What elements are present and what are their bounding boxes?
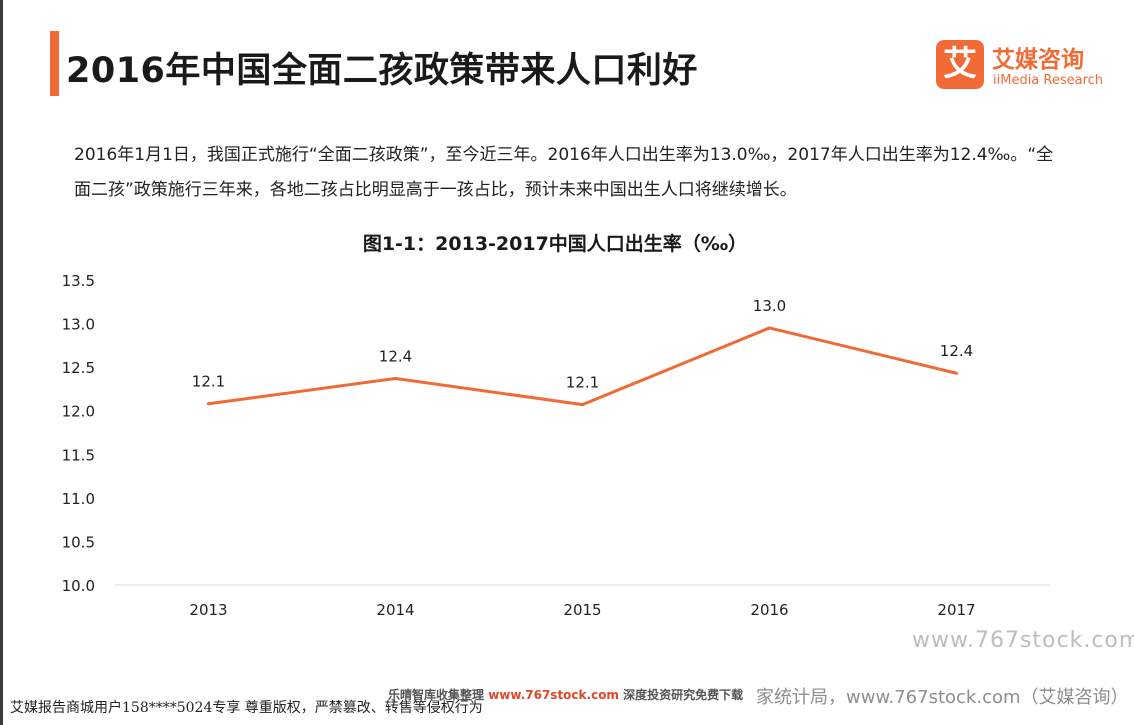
logo-name-en: iiMedia Research — [993, 73, 1104, 88]
birth-rate-line-chart: 10.0 10.5 11.0 11.5 12.0 12.5 13.0 13.5 2013 2014… — [62, 272, 1050, 619]
data-label: 12.4 — [379, 347, 412, 365]
data-point — [581, 403, 584, 407]
y-tick-label: 11.5 — [62, 446, 95, 464]
iimedia-logo: 艾 艾媒咨询 iiMedia Research — [936, 40, 1116, 92]
y-tick-label: 13.5 — [62, 272, 95, 290]
series-line — [207, 326, 958, 407]
data-point — [955, 371, 958, 375]
data-label: 12.4 — [940, 342, 973, 360]
footer-promo-suffix: 深度投资研究免费下载 — [623, 688, 744, 702]
title-accent-bar — [50, 31, 59, 96]
y-tick-label: 10.5 — [62, 533, 95, 551]
x-tick-label: 2013 — [189, 601, 227, 619]
x-tick-label: 2014 — [376, 601, 414, 619]
data-point — [394, 376, 397, 380]
watermark-site: www.767stock.com — [912, 628, 1134, 653]
page-title: 2016年中国全面二孩政策带来人口利好 — [66, 51, 698, 91]
y-tick-label: 12.0 — [62, 403, 95, 421]
x-tick-label: 2015 — [563, 601, 601, 619]
logo-mark-icon: 艾 — [936, 40, 984, 89]
data-point — [768, 326, 771, 330]
footer-user-notice: 艾媒报告商城用户158****5024专享 尊重版权，严禁篡改、转售等侵权行为 — [10, 700, 483, 716]
footer-promo-prefix: 乐晴智库收集整理 — [388, 688, 485, 702]
footer-promo-url[interactable]: www.767stock.com — [488, 688, 619, 702]
y-tick-label: 12.5 — [62, 359, 95, 377]
logo-name-cn: 艾媒咨询 — [992, 47, 1084, 73]
data-label: 13.0 — [753, 297, 786, 315]
y-tick-label: 11.0 — [62, 490, 95, 508]
data-point — [207, 402, 210, 406]
intro-paragraph: 2016年1月1日，我国正式施行“全面二孩政策”，至今近三年。2016年人口出生… — [74, 145, 1054, 200]
footer-source-overlay: 家统计局，www.767stock.com（艾媒咨询） — [756, 687, 1129, 708]
data-label: 12.1 — [192, 373, 225, 391]
page-left-border — [0, 0, 3, 725]
y-tick-label: 13.0 — [62, 316, 95, 334]
footer-promo: 乐晴智库收集整理 www.767stock.com 深度投资研究免费下载 — [388, 686, 743, 703]
data-label: 12.1 — [566, 374, 599, 392]
chart-title: 图1-1：2013-2017中国人口出生率（‰） — [362, 233, 748, 255]
y-tick-label: 10.0 — [62, 577, 95, 595]
x-tick-label: 2016 — [750, 601, 788, 619]
x-tick-label: 2017 — [937, 601, 975, 619]
